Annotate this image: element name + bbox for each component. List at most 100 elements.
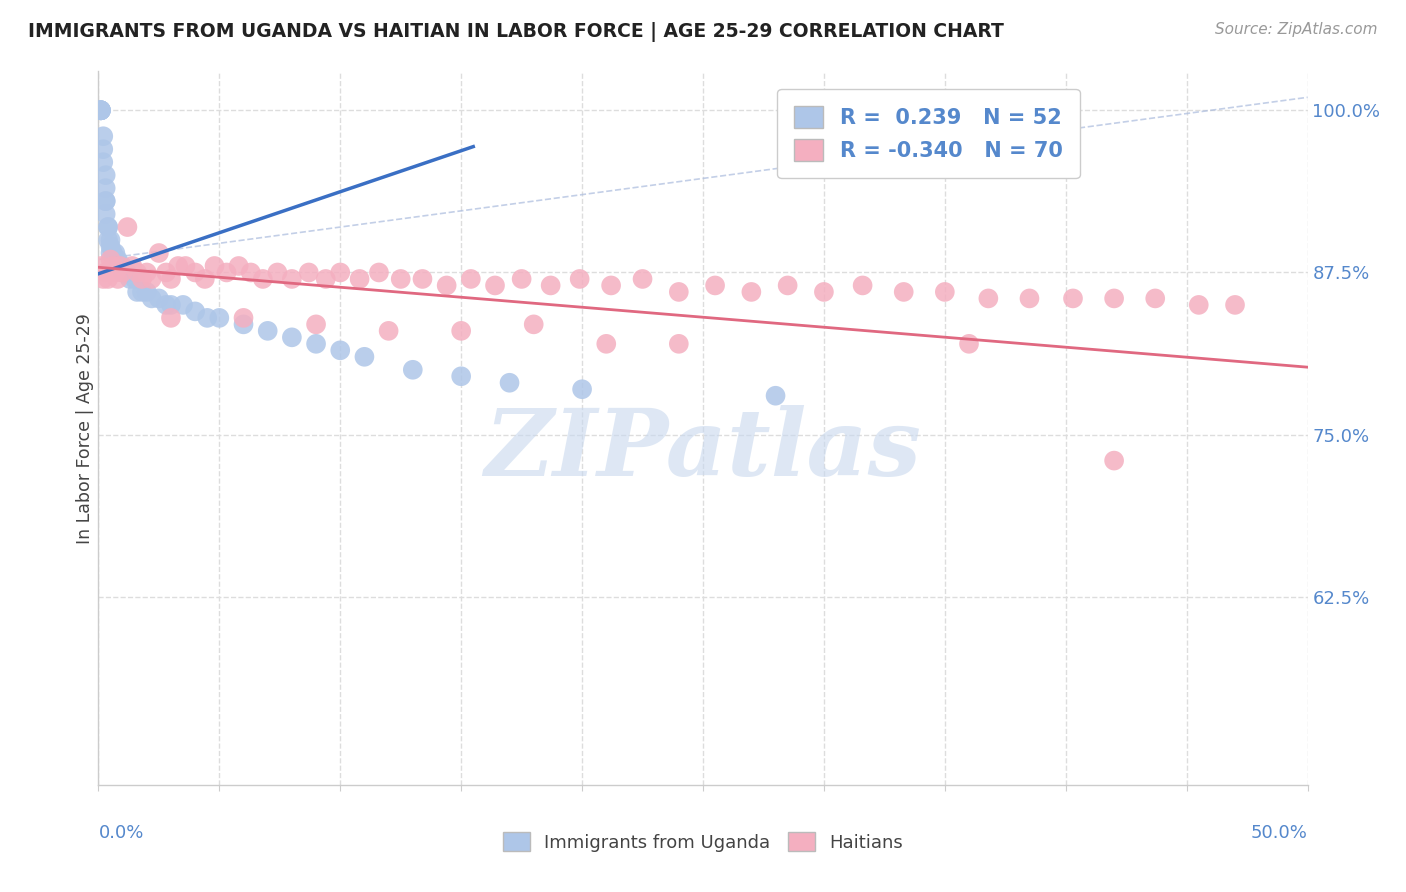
Point [450, 369, 472, 384]
Point [668, 285, 690, 299]
Point [107, 272, 129, 286]
Point [94, 265, 117, 279]
Point [91, 155, 114, 169]
Point [1102, 453, 1125, 467]
Point [100, 239, 122, 253]
Point [957, 336, 980, 351]
Point [90, 259, 112, 273]
Point [111, 265, 134, 279]
Point [195, 310, 218, 325]
Point [266, 265, 288, 279]
Point [450, 324, 472, 338]
Point [305, 318, 328, 332]
Point [160, 298, 183, 312]
Point [90, 103, 112, 118]
Point [1062, 292, 1084, 306]
Point [484, 278, 506, 293]
Point [1144, 292, 1167, 306]
Point [813, 285, 835, 299]
Point [934, 285, 956, 299]
Point [91, 129, 114, 144]
Point [97, 272, 120, 286]
Point [595, 336, 617, 351]
Point [127, 285, 149, 299]
Text: ZIPatlas: ZIPatlas [485, 405, 921, 494]
Y-axis label: In Labor Force | Age 25-29: In Labor Force | Age 25-29 [76, 313, 94, 543]
Point [215, 265, 238, 279]
Point [852, 278, 875, 293]
Point [1018, 292, 1040, 306]
Point [329, 265, 352, 279]
Point [104, 265, 127, 279]
Point [114, 265, 136, 279]
Point [315, 272, 337, 286]
Point [91, 272, 114, 286]
Text: 0.0%: 0.0% [98, 824, 143, 842]
Point [510, 272, 533, 286]
Point [1223, 298, 1246, 312]
Point [1188, 298, 1211, 312]
Point [411, 272, 433, 286]
Point [353, 350, 375, 364]
Point [97, 220, 120, 235]
Point [90, 103, 112, 118]
Point [540, 278, 562, 293]
Point [668, 336, 690, 351]
Point [184, 304, 207, 318]
Point [523, 318, 546, 332]
Point [91, 142, 114, 156]
Point [204, 259, 226, 273]
Point [94, 168, 117, 182]
Legend: R =  0.239   N = 52, R = -0.340   N = 70: R = 0.239 N = 52, R = -0.340 N = 70 [778, 89, 1080, 178]
Point [704, 278, 727, 293]
Point [389, 272, 412, 286]
Point [571, 382, 593, 396]
Point [298, 265, 321, 279]
Text: Source: ZipAtlas.com: Source: ZipAtlas.com [1215, 22, 1378, 37]
Legend: Immigrants from Uganda, Haitians: Immigrants from Uganda, Haitians [494, 822, 912, 861]
Point [232, 310, 254, 325]
Text: IMMIGRANTS FROM UGANDA VS HAITIAN IN LABOR FORCE | AGE 25-29 CORRELATION CHART: IMMIGRANTS FROM UGANDA VS HAITIAN IN LAB… [28, 22, 1004, 42]
Point [498, 376, 520, 390]
Point [160, 310, 183, 325]
Point [100, 252, 122, 267]
Point [90, 103, 112, 118]
Point [631, 272, 654, 286]
Point [436, 278, 458, 293]
Point [94, 194, 117, 208]
Point [131, 285, 153, 299]
Point [208, 310, 231, 325]
Point [239, 265, 262, 279]
Point [281, 272, 304, 286]
Point [172, 298, 194, 312]
Point [90, 103, 112, 118]
Point [97, 220, 120, 235]
Point [108, 259, 131, 273]
Point [111, 265, 134, 279]
Point [124, 272, 146, 286]
Point [329, 343, 352, 358]
Point [107, 252, 129, 267]
Point [141, 292, 163, 306]
Point [740, 285, 762, 299]
Point [148, 292, 170, 306]
Point [184, 265, 207, 279]
Point [141, 272, 163, 286]
Point [135, 265, 157, 279]
Point [100, 233, 122, 247]
Point [368, 265, 391, 279]
Point [252, 272, 274, 286]
Point [131, 272, 153, 286]
Point [228, 259, 250, 273]
Point [100, 246, 122, 260]
Point [281, 330, 304, 344]
Point [167, 259, 190, 273]
Point [135, 285, 157, 299]
Point [377, 324, 399, 338]
Point [232, 318, 254, 332]
Point [117, 265, 139, 279]
Point [94, 194, 117, 208]
Point [90, 103, 112, 118]
Point [155, 298, 177, 312]
Point [101, 246, 124, 260]
